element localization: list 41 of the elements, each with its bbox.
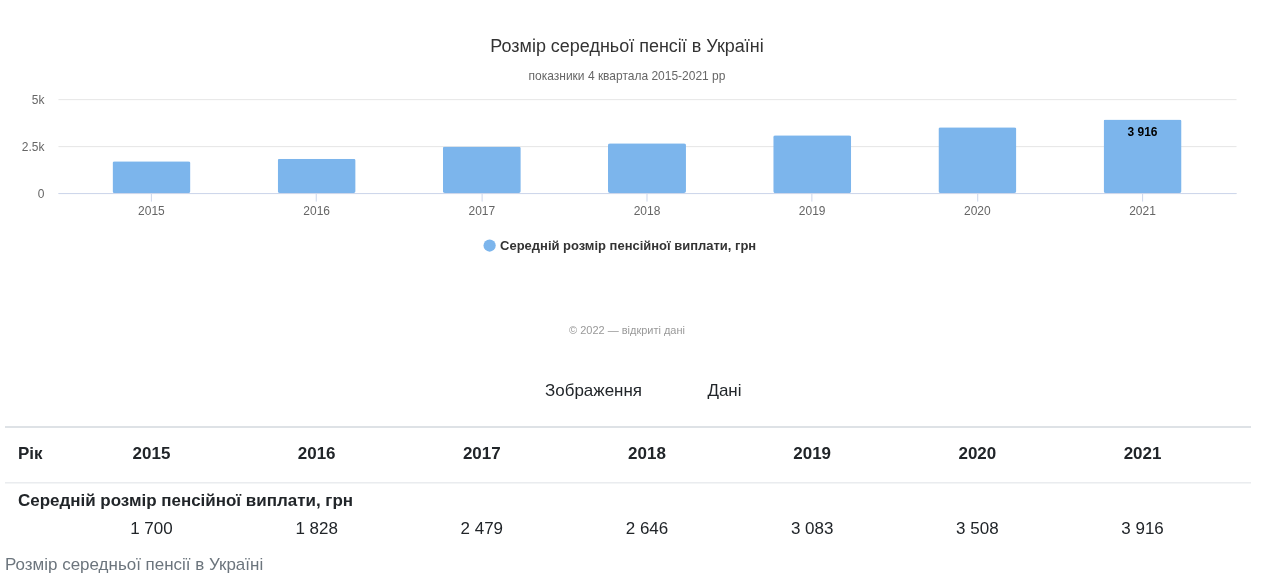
data-label: 3 508 xyxy=(956,518,999,538)
category-label: 2018 xyxy=(628,443,666,463)
x-tick-label: 2021 xyxy=(1129,203,1157,218)
data-label: 2 479 xyxy=(460,518,504,538)
data-label: 3 083 xyxy=(790,518,834,538)
text: Середній розмір пенсійної виплати, грн xyxy=(17,490,354,510)
x-tick-label: 2018 xyxy=(633,203,661,218)
x-tick-label: 2017 xyxy=(468,203,496,218)
x-tick-label: 2019 xyxy=(798,203,826,218)
y-tick-label: 0 xyxy=(37,186,45,201)
data-label: 2 646 xyxy=(625,518,669,538)
category-label: 2016 xyxy=(297,443,336,463)
category-label: 2017 xyxy=(462,443,501,463)
data-label: 1 828 xyxy=(295,518,338,538)
bar xyxy=(442,146,521,194)
legend-label: Середній розмір пенсійної виплати, грн xyxy=(500,237,757,253)
bar xyxy=(112,161,191,194)
chart-subtitle: показники 4 квартала 2015-2021 рр xyxy=(528,69,726,84)
text: Розмір середньої пенсії в Україні xyxy=(5,554,264,574)
x-tick-label: 2015 xyxy=(138,203,166,218)
x-tick-label: 2016 xyxy=(303,203,331,218)
y-tick-label: 5k xyxy=(31,92,46,107)
chart-title: Розмір середньої пенсії в Україні xyxy=(490,36,764,57)
bar xyxy=(773,135,852,194)
category-label: 2021 xyxy=(1123,443,1162,463)
bar xyxy=(277,158,356,194)
data-label: 3 916 xyxy=(1121,518,1164,538)
category-label: 2015 xyxy=(132,443,171,463)
x-tick-label: 2020 xyxy=(964,203,992,218)
bar xyxy=(608,143,686,194)
y-tick-label: 2.5k xyxy=(21,139,46,154)
text: © 2022 — відкриті дані xyxy=(569,323,685,336)
text: Зображення xyxy=(545,380,643,400)
text: Рік xyxy=(17,443,44,463)
text: Дані xyxy=(707,380,742,400)
category-label: 2020 xyxy=(958,443,997,463)
data-label: 1 700 xyxy=(130,518,173,538)
bar xyxy=(1103,119,1182,194)
annotation: 3 916 xyxy=(1127,124,1158,139)
category-label: 2019 xyxy=(793,443,832,463)
bar xyxy=(938,127,1017,194)
